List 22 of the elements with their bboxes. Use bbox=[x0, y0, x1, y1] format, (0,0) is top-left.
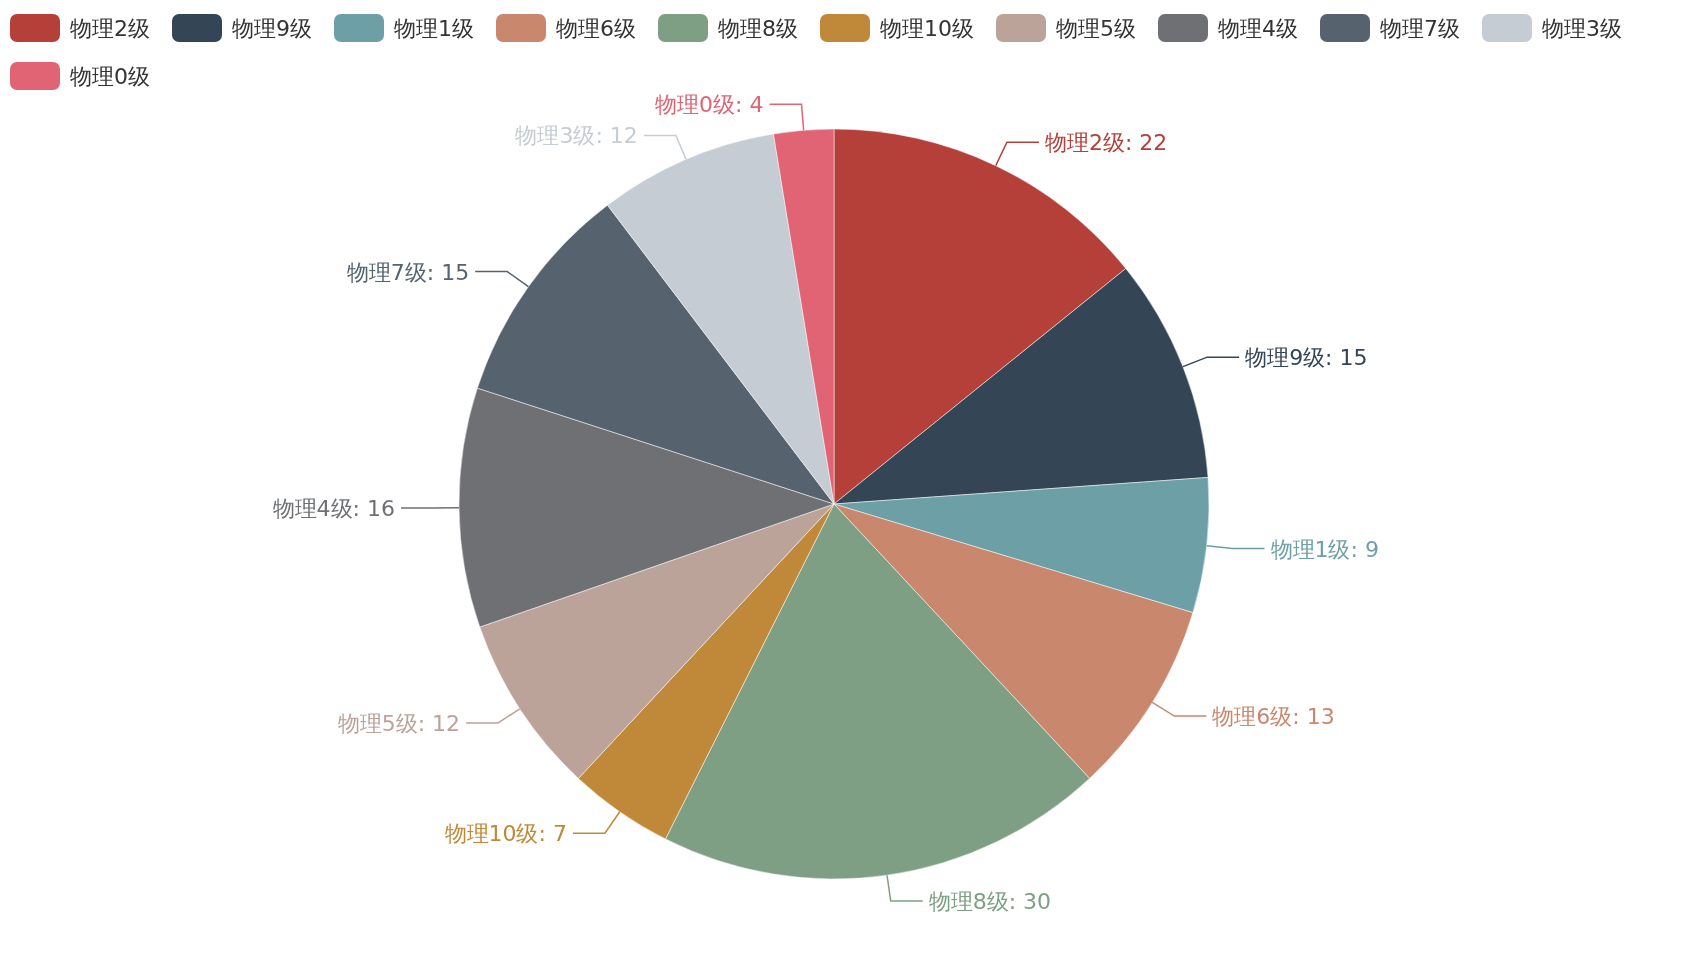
data-label: 物理3级: 12 bbox=[515, 123, 638, 149]
legend-label: 物理3级 bbox=[1542, 16, 1622, 41]
legend-label: 物理6级 bbox=[556, 16, 636, 41]
legend-label: 物理5级 bbox=[1056, 16, 1136, 41]
legend-label: 物理2级 bbox=[70, 16, 150, 41]
legend-label: 物理4级 bbox=[1218, 16, 1298, 41]
data-label: 物理1级: 9 bbox=[1270, 536, 1379, 562]
legend-label: 物理0级 bbox=[70, 64, 150, 89]
legend-label: 物理1级 bbox=[394, 16, 474, 41]
data-label: 物理6级: 13 bbox=[1212, 704, 1335, 730]
data-label: 物理0级: 4 bbox=[655, 92, 764, 118]
data-label: 物理10级: 7 bbox=[444, 821, 567, 847]
data-label: 物理9级: 15 bbox=[1245, 345, 1368, 371]
data-label: 物理5级: 12 bbox=[337, 710, 461, 736]
data-label: 物理4级: 16 bbox=[272, 496, 396, 522]
data-label: 物理8级: 30 bbox=[928, 888, 1052, 914]
data-label: 物理2级: 22 bbox=[1044, 130, 1168, 156]
legend-label: 物理10级 bbox=[880, 16, 974, 41]
legend-label: 物理8级 bbox=[718, 16, 798, 41]
legend-label: 物理7级 bbox=[1380, 16, 1460, 41]
data-label: 物理7级: 15 bbox=[346, 259, 470, 285]
legend-label: 物理9级 bbox=[232, 16, 312, 41]
